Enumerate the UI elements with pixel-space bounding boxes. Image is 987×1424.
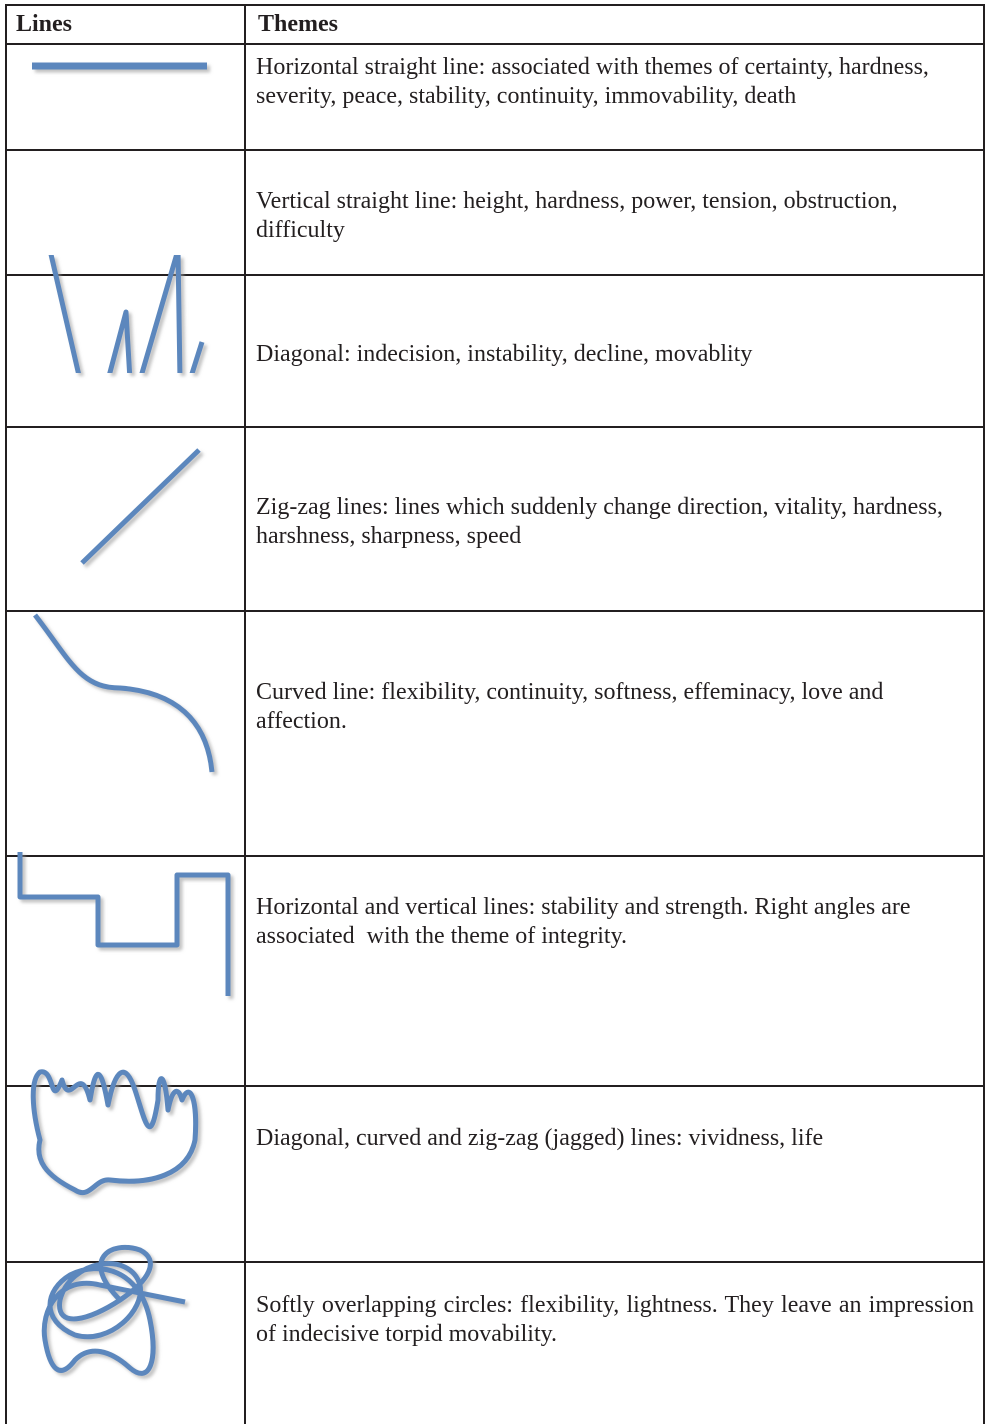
jagged-line: [33, 1072, 195, 1193]
curved-line: [35, 615, 212, 772]
vertical-zigzag: [50, 250, 202, 380]
header-cell: Lines: [16, 10, 72, 39]
theme-text: Vertical straight line: height, hardness…: [256, 187, 956, 245]
diagonal-line: [82, 450, 199, 563]
right-angle-line: [20, 852, 228, 996]
theme-text: Horizontal straight line: associated wit…: [256, 53, 956, 111]
header-cell: Themes: [258, 10, 338, 39]
theme-text: Curved line: flexibility, continuity, so…: [256, 678, 956, 736]
overlapping-circles: [44, 1247, 185, 1373]
theme-text: Diagonal, curved and zig-zag (jagged) li…: [256, 1124, 956, 1153]
theme-text: Zig-zag lines: lines which suddenly chan…: [256, 493, 966, 551]
line-illustrations: [20, 66, 228, 1373]
theme-text: Diagonal: indecision, instability, decli…: [256, 340, 956, 369]
theme-text: Horizontal and vertical lines: stability…: [256, 893, 936, 951]
theme-text: Softly overlapping circles: flexibility,…: [256, 1291, 974, 1349]
document: Lines Themes Horizontal straight line: a…: [0, 0, 987, 1424]
